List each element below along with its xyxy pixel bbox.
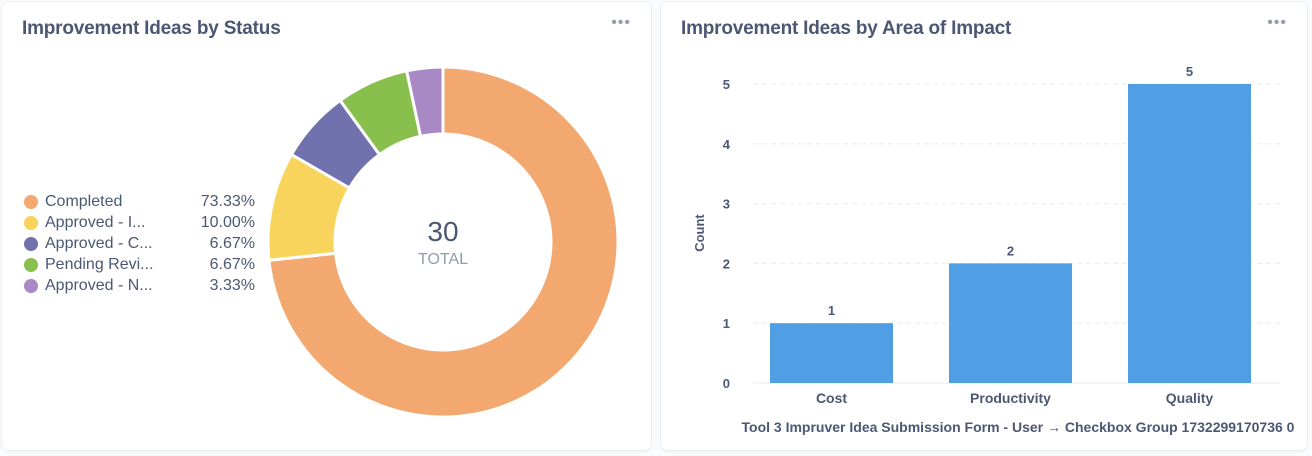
x-tick-label: Quality	[1166, 390, 1214, 406]
legend-item[interactable]: Approved - C... 6.67%	[24, 233, 255, 254]
legend-value: 73.33%	[200, 192, 255, 210]
legend-item[interactable]: Approved - N... 3.33%	[24, 275, 255, 296]
y-tick-label: 5	[723, 77, 730, 92]
legend-dot-icon	[24, 257, 38, 272]
ellipsis-icon[interactable]: •••	[1267, 14, 1287, 31]
legend-item[interactable]: Approved - I... 10.00%	[24, 212, 255, 233]
legend-item[interactable]: Completed 73.33%	[24, 191, 255, 212]
legend-dot-icon	[24, 278, 38, 293]
y-tick-label: 2	[723, 256, 730, 271]
y-tick-label: 1	[723, 316, 730, 331]
legend-dot-icon	[24, 236, 38, 251]
legend-dot-icon	[24, 194, 38, 209]
total-label: TOTAL	[418, 251, 468, 268]
status-card: Improvement Ideas by Status ••• Complete…	[1, 1, 652, 451]
ellipsis-icon[interactable]: •••	[611, 14, 631, 31]
donut-segment[interactable]	[267, 65, 620, 419]
bar-value-label: 1	[828, 303, 835, 318]
donut-chart: 30 TOTAL	[266, 65, 620, 419]
card-title: Improvement Ideas by Area of Impact	[681, 18, 1012, 39]
y-tick-label: 3	[723, 197, 730, 212]
legend-label: Completed	[45, 192, 123, 210]
legend-value: 6.67%	[209, 234, 255, 252]
legend-label: Approved - C...	[45, 234, 153, 252]
legend-label: Approved - N...	[45, 276, 153, 294]
legend-value: 6.67%	[209, 255, 255, 273]
legend-label: Pending Revi...	[45, 255, 154, 273]
x-tick-label: Cost	[816, 390, 847, 406]
bar-value-label: 5	[1186, 64, 1193, 79]
bar[interactable]	[770, 323, 893, 383]
legend-value: 10.00%	[200, 213, 255, 231]
legend-dot-icon	[24, 215, 38, 230]
total-value: 30	[427, 216, 458, 247]
legend: Completed 73.33% Approved - I... 10.00% …	[24, 191, 255, 296]
bar-value-label: 2	[1007, 243, 1014, 258]
area-card: Improvement Ideas by Area of Impact ••• …	[660, 1, 1308, 451]
donut-segment[interactable]	[404, 65, 445, 139]
card-title: Improvement Ideas by Status	[22, 18, 281, 39]
y-tick-label: 0	[723, 376, 730, 391]
y-tick-label: 4	[723, 137, 731, 152]
y-axis-label: Count	[692, 214, 707, 252]
bar[interactable]	[1128, 84, 1251, 383]
legend-value: 3.33%	[209, 276, 255, 294]
legend-label: Approved - I...	[45, 213, 146, 231]
x-tick-label: Productivity	[970, 390, 1051, 406]
x-axis-label: Tool 3 Impruver Idea Submission Form - U…	[742, 419, 1295, 435]
legend-item[interactable]: Pending Revi... 6.67%	[24, 254, 255, 275]
bar[interactable]	[949, 263, 1072, 383]
